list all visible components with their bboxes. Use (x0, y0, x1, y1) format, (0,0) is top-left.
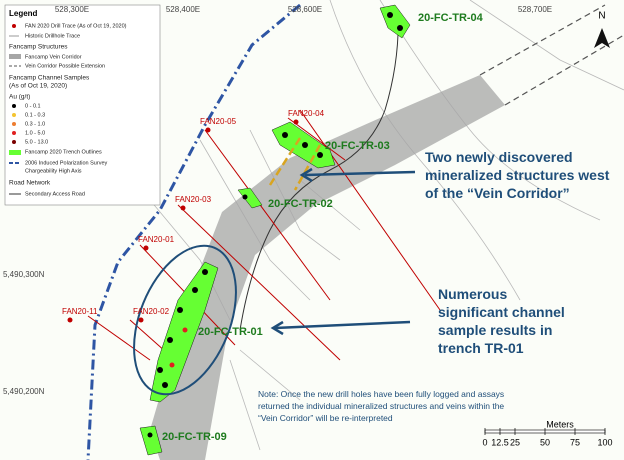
callout: Numerous significant channel sample resu… (438, 286, 565, 356)
legend-item: Fancamp 2020 Trench Outlines (25, 149, 102, 155)
scale-label: 25 (510, 437, 520, 447)
drill-collar (180, 205, 186, 211)
legend-item: 2006 Induced Polarization Survey (25, 160, 107, 166)
legend: Legend FAN 2020 Drill Trace (As of Oct 19… (4, 4, 161, 206)
channel-samples (147, 12, 403, 438)
grid-label: 528,600E (288, 5, 322, 14)
legend-item: Fancamp Vein Corridor (25, 54, 82, 60)
legend-item: 0.1 - 0.3 (25, 112, 45, 118)
contours (149, 0, 624, 451)
drill-collar (67, 317, 73, 323)
corridor-extension (479, 4, 624, 106)
grid-label: 5,490,300N (3, 270, 45, 279)
road (239, 11, 399, 331)
grid-label: 5,490,200N (3, 387, 45, 396)
grid-label: 528,700E (518, 5, 552, 14)
scale-label: 0 (482, 437, 487, 447)
legend-item: Secondary Access Road (25, 191, 85, 197)
legend-item: Fancamp Structures (9, 44, 68, 51)
new-structures (268, 137, 322, 191)
legend-item: Au (g/t) (9, 94, 30, 101)
drill-label: FAN20-03 (175, 195, 212, 204)
drill-label: FAN20-05 (200, 117, 237, 126)
callout-arrows (270, 167, 416, 336)
trench-label: 20-FC-TR-04 (418, 12, 484, 24)
legend-item: 0.3 - 1.0 (25, 121, 45, 127)
trench-label: 20-FC-TR-02 (268, 198, 333, 210)
legend-item: 0 - 0.1 (25, 103, 41, 109)
drill-label: FAN20-11 (62, 307, 98, 316)
drill-label: FAN20-04 (288, 109, 325, 118)
grid-label: 528,300E (55, 5, 89, 14)
drill-label: FAN20-02 (133, 307, 170, 316)
scale-label: 75 (570, 437, 580, 447)
trench-label: 20-FC-TR-01 (198, 326, 263, 338)
scale-label: 50 (540, 437, 550, 447)
tr01-outline (133, 244, 237, 396)
drill-collar (205, 127, 211, 133)
legend-item: 1.0 - 5.0 (25, 130, 45, 136)
legend-item: Historic Drillhole Trace (25, 33, 80, 39)
note: Note: Once the new drill holes have been… (258, 389, 505, 423)
legend-item: Road Network (9, 180, 51, 187)
legend-item: FAN 2020 Drill Trace (As of Oct 19, 2020… (25, 23, 127, 29)
scale-label: 12.5 (491, 437, 509, 447)
north-arrow (594, 28, 610, 48)
north-label: N (598, 11, 605, 22)
legend-item: 5.0 - 13.0 (25, 139, 48, 145)
drill-label: FAN20-01 (138, 235, 175, 244)
legend-title: Legend (9, 9, 38, 18)
drill-collar (293, 119, 299, 125)
callout: Two newly discovered mineralized structu… (425, 149, 610, 201)
trench-label: 20-FC-TR-03 (325, 140, 390, 152)
legend-item: Fancamp Channel Samples (9, 75, 90, 82)
scale-label: 100 (597, 437, 612, 447)
legend-item: Vein Corridor Possible Extension (25, 63, 105, 69)
legend-item: (As of Oct 19, 2020) (9, 83, 67, 90)
scale-title: Meters (546, 419, 574, 429)
trench-label: 20-FC-TR-09 (162, 431, 227, 443)
drill-traces (87, 109, 441, 361)
drill-collar (138, 317, 144, 323)
ip-axis (86, 3, 301, 460)
legend-item: Chargeability High Axis (25, 168, 82, 174)
grid-label: 528,400E (166, 5, 200, 14)
drill-collar (143, 245, 149, 251)
